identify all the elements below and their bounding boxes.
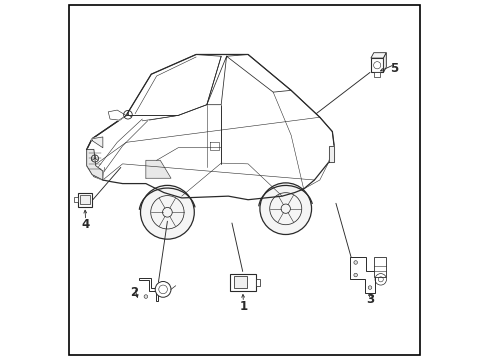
Polygon shape <box>92 137 102 148</box>
Text: 1: 1 <box>239 300 247 313</box>
Text: 3: 3 <box>366 293 374 306</box>
Polygon shape <box>383 53 386 72</box>
Circle shape <box>260 183 311 234</box>
Circle shape <box>367 286 371 289</box>
Bar <box>373 72 379 77</box>
Text: 5: 5 <box>389 62 398 75</box>
Polygon shape <box>139 278 158 301</box>
Polygon shape <box>349 257 375 293</box>
Bar <box>229 274 255 291</box>
Bar <box>74 197 78 202</box>
Bar <box>373 257 386 277</box>
Bar <box>78 193 92 207</box>
Text: 4: 4 <box>81 218 90 231</box>
Polygon shape <box>86 149 102 180</box>
Polygon shape <box>108 110 126 120</box>
Circle shape <box>155 282 171 297</box>
Polygon shape <box>328 146 333 162</box>
Circle shape <box>353 261 357 264</box>
Circle shape <box>353 273 357 277</box>
Circle shape <box>144 295 147 298</box>
Polygon shape <box>370 53 386 58</box>
Bar <box>80 195 89 204</box>
Polygon shape <box>145 160 171 178</box>
Bar <box>234 276 247 288</box>
Bar <box>255 279 260 286</box>
Bar <box>370 58 383 72</box>
Text: 2: 2 <box>130 286 138 299</box>
Circle shape <box>140 185 194 239</box>
